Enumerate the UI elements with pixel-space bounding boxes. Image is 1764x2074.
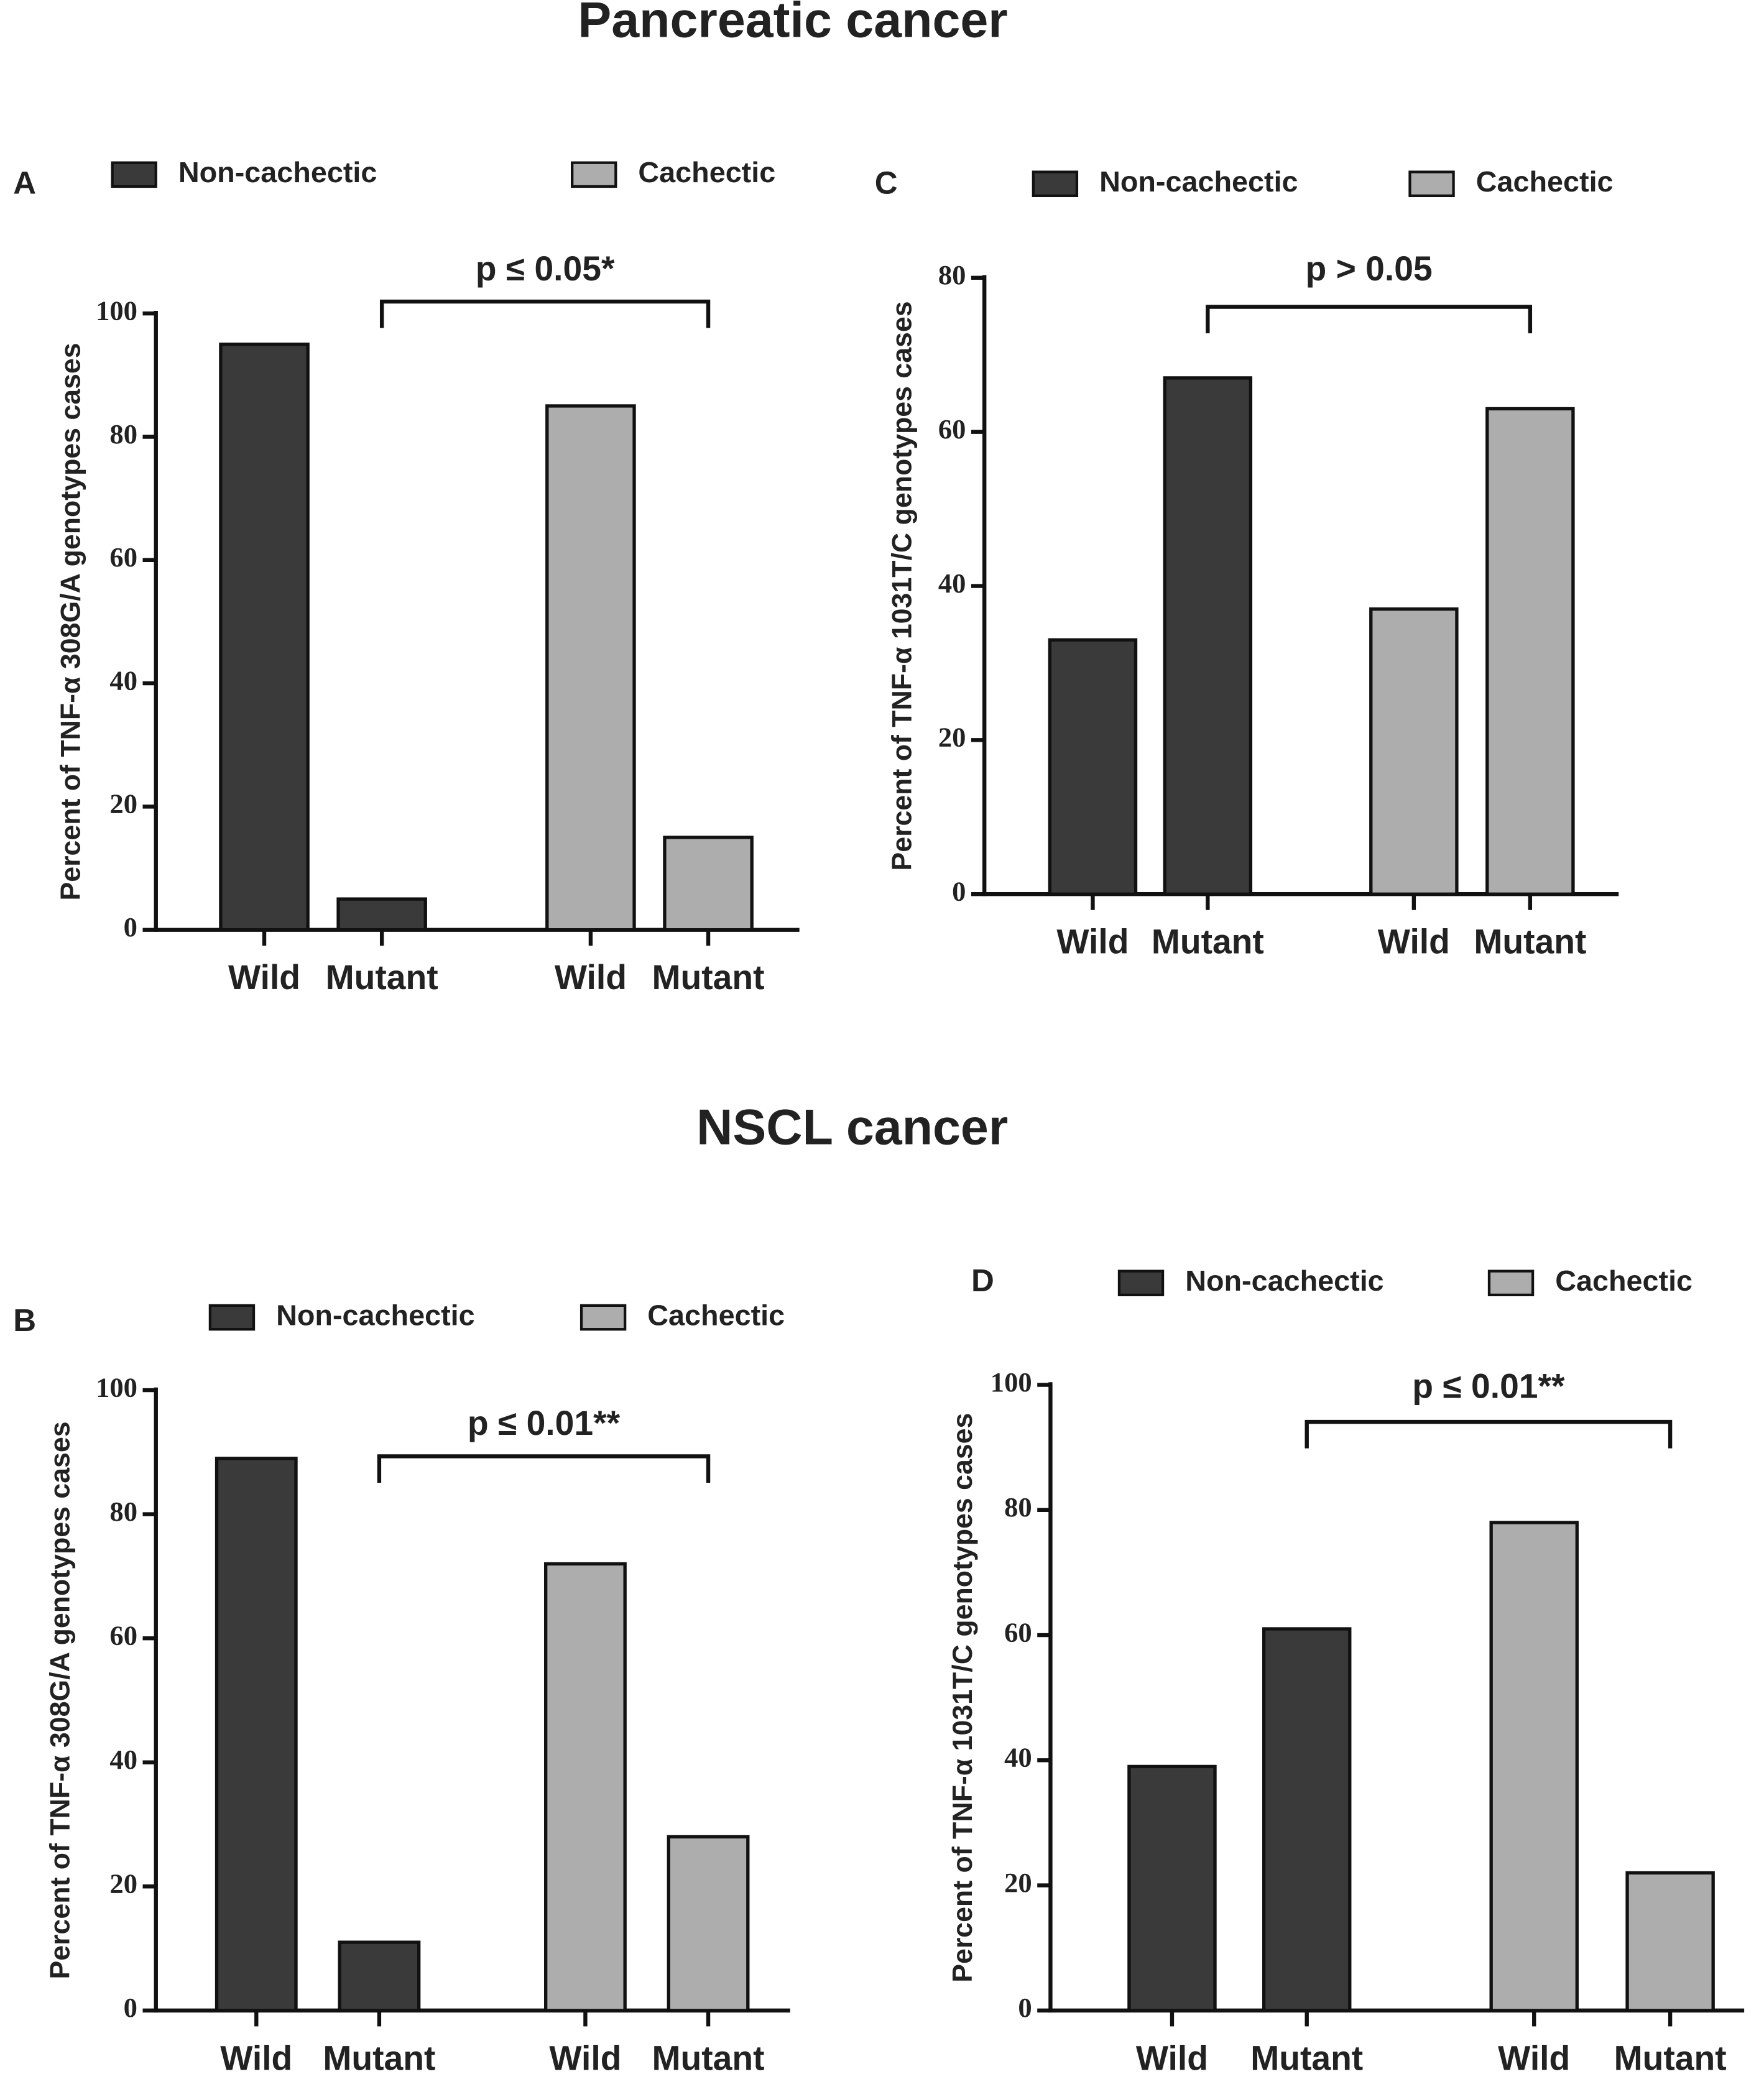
bar [663,836,754,932]
y-tick-label: 60 [938,413,966,445]
x-tick-label: Wild [1136,2039,1208,2074]
legend-swatch [111,161,157,188]
bar [667,1835,750,2012]
legend-swatch [1032,170,1079,198]
y-tick-label: 100 [96,295,137,326]
significance-bracket [379,299,711,328]
y-tick-label: 60 [109,542,137,573]
annotation: p ≤ 0.01** [468,1404,621,1442]
legend-label: Non-cachectic [276,1299,474,1331]
bar [545,404,636,932]
y-tick-label: 40 [1004,1742,1032,1773]
y-tick-label: 40 [109,1744,137,1775]
section-title: Pancreatic cancer [578,0,1007,48]
panel-label: C [875,165,898,200]
y-tick-label: 40 [938,568,966,599]
y-tick-label: 80 [109,1496,137,1527]
x-tick-label: Wild [1056,923,1129,961]
y-tick-label: 20 [1004,1867,1032,1898]
legend-label: Cachectic [1555,1265,1692,1297]
legend-label: Cachectic [1476,165,1614,198]
legend-label: Cachectic [638,156,775,188]
x-tick-label: Mutant [1474,923,1586,961]
annotation: p ≤ 0.01** [1412,1367,1565,1406]
y-tick-label: 100 [991,1367,1032,1398]
legend-swatch [571,161,617,188]
y-axis-label: Percent of TNF-α 308G/A genotypes cases [56,343,86,900]
x-tick-label: Wild [549,2039,621,2074]
y-tick-label: 60 [1004,1616,1032,1648]
y-axis-label: Percent of TNF-α 308G/A genotypes cases [45,1421,76,1979]
section-title: NSCL cancer [696,1099,1008,1155]
legend-label: Non-cachectic [178,156,377,188]
y-tick-label: 80 [1004,1491,1032,1523]
y-tick-label: 100 [96,1371,137,1403]
bar [544,1562,627,2012]
y-tick-label: 0 [124,911,137,943]
legend-label: Non-cachectic [1185,1265,1383,1297]
x-tick-label: Wild [1498,2039,1570,2074]
bar [215,1457,298,2012]
bar [219,343,310,932]
legend-label: Cachectic [647,1299,785,1331]
significance-bracket [1305,1419,1673,1449]
x-tick-label: Mutant [652,2039,765,2074]
panel-label: A [13,165,36,200]
significance-bracket [377,1454,711,1483]
legend-swatch [1487,1270,1535,1296]
bar [1127,1764,1217,2012]
y-tick-label: 60 [109,1620,137,1651]
y-tick-label: 0 [952,875,966,906]
y-tick-label: 80 [109,418,137,449]
legend-swatch [1408,170,1455,198]
bar [1369,607,1459,896]
x-tick-label: Wild [555,958,627,997]
legend-swatch [1117,1270,1165,1296]
y-axis-label: Percent of TNF-α 1031T/C genotypes cases [887,301,917,870]
x-tick-label: Mutant [1152,923,1264,961]
y-tick-label: 0 [124,1992,137,2023]
x-tick-label: Wild [1378,923,1450,961]
panel-label: B [13,1302,36,1338]
y-axis-label: Percent of TNF-α 1031T/C genotypes cases [948,1413,978,1983]
bar [1262,1627,1352,2012]
x-tick-label: Mutant [323,2039,435,2074]
y-tick-label: 80 [938,259,966,290]
legend-label: Non-cachectic [1099,165,1298,198]
panel-label: D [971,1263,994,1298]
significance-bracket [1206,305,1533,334]
x-tick-label: Mutant [1614,2039,1727,2074]
legend-swatch [580,1304,627,1331]
y-tick-label: 0 [1018,1992,1032,2023]
y-tick-label: 20 [938,722,966,753]
bar [1625,1871,1715,2012]
annotation: p > 0.05 [1305,249,1432,288]
bar [1163,376,1253,896]
bar [1048,638,1138,896]
legend-swatch [208,1304,256,1331]
bar [1489,1521,1579,2012]
y-tick-label: 20 [109,1868,137,1899]
bar [336,897,427,932]
x-tick-label: Wild [228,958,300,997]
y-tick-label: 40 [109,665,137,696]
x-tick-label: Wild [220,2039,292,2074]
bar [1485,407,1575,896]
x-tick-label: Mutant [652,958,765,997]
x-tick-label: Mutant [1250,2039,1363,2074]
annotation: p ≤ 0.05* [476,249,615,288]
bar [338,1940,421,2012]
y-tick-label: 20 [109,788,137,819]
x-tick-label: Mutant [326,958,438,997]
